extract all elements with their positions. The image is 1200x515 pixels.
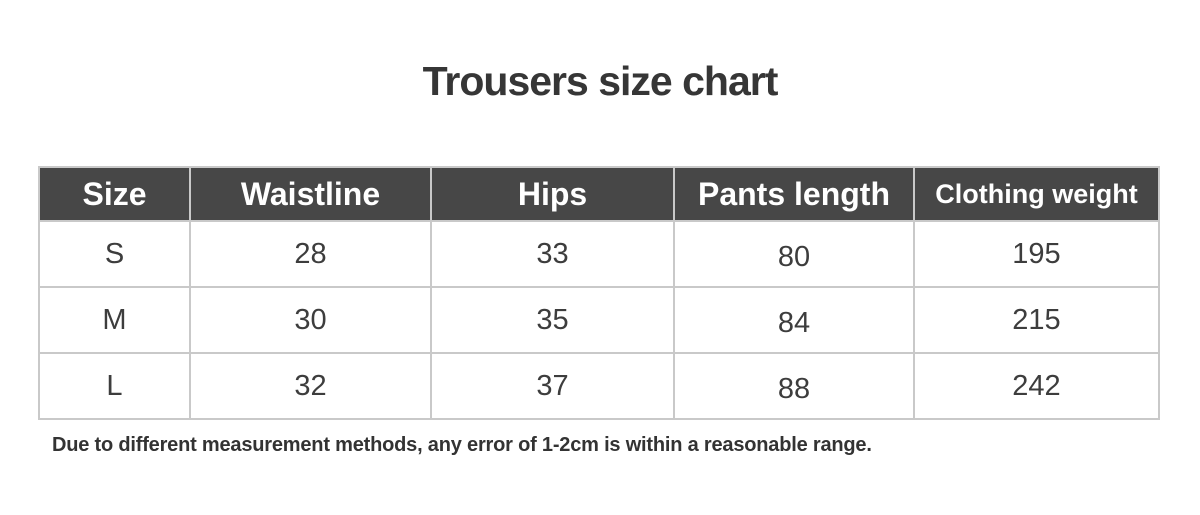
cell-clothing-weight: 242 [913, 352, 1160, 420]
table-row-m: M 30 35 84 215 [38, 286, 1160, 354]
cell-waistline: 32 [189, 352, 432, 420]
cell-size: M [38, 286, 191, 354]
cell-pants-length: 88 [673, 352, 915, 420]
cell-waistline: 30 [189, 286, 432, 354]
cell-hips: 35 [430, 286, 675, 354]
cell-hips: 33 [430, 220, 675, 288]
cell-clothing-weight: 215 [913, 286, 1160, 354]
cell-hips: 37 [430, 352, 675, 420]
header-cell-clothing-weight: Clothing weight [913, 166, 1160, 222]
cell-pants-length: 80 [673, 220, 915, 288]
measurement-disclaimer-note: Due to different measurement methods, an… [52, 434, 872, 456]
header-cell-hips: Hips [430, 166, 675, 222]
page-title: Trousers size chart [422, 58, 779, 104]
header-cell-pants-length: Pants length [673, 166, 915, 222]
table-header-row: Size Waistline Hips Pants length Clothin… [38, 166, 1160, 222]
header-cell-size: Size [38, 166, 191, 222]
table-row-l: L 32 37 88 242 [38, 352, 1160, 420]
cell-waistline: 28 [189, 220, 432, 288]
header-cell-waistline: Waistline [189, 166, 432, 222]
table-row-s: S 28 33 80 195 [38, 220, 1160, 288]
cell-pants-length: 84 [673, 286, 915, 354]
cell-clothing-weight: 195 [913, 220, 1160, 288]
cell-size: S [38, 220, 191, 288]
cell-size: L [38, 352, 191, 420]
size-chart-table: Size Waistline Hips Pants length Clothin… [38, 166, 1160, 420]
